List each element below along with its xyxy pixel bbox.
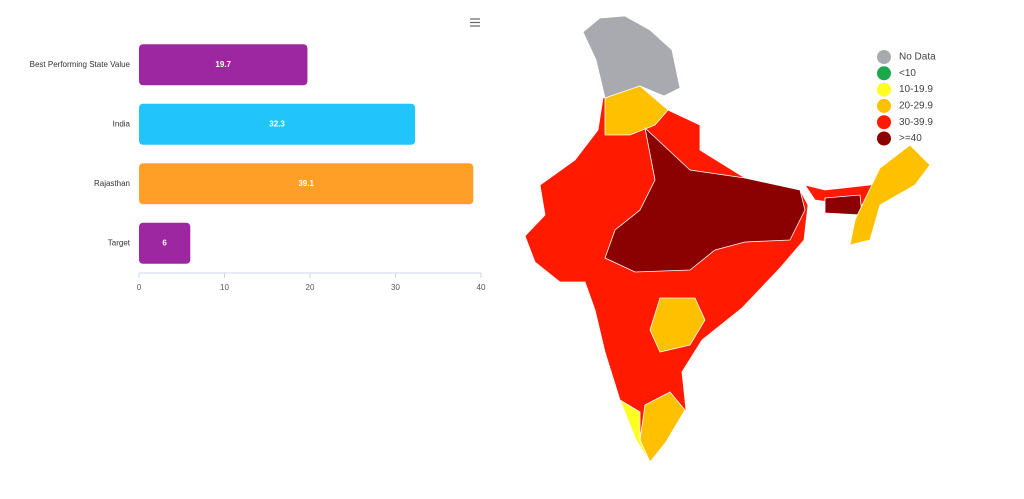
legend-symbol: [877, 50, 891, 64]
data-label: 19.7: [215, 60, 231, 69]
region: [604, 126, 806, 273]
region: [849, 144, 931, 246]
region: [619, 399, 651, 463]
y-tick-label: Target: [108, 238, 131, 247]
region: [824, 194, 863, 216]
legend-label: 10-19.9: [899, 84, 933, 95]
region: [604, 85, 669, 136]
y-tick-label: Best Performing State Value: [30, 60, 131, 69]
bar: [139, 44, 308, 86]
legend-label: No Data: [899, 52, 936, 63]
bar: [139, 163, 474, 205]
legend-symbol: [877, 98, 891, 113]
x-tick-label: 0: [137, 283, 142, 292]
data-label: 32.3: [269, 119, 285, 128]
legend-symbol: [877, 115, 891, 130]
legend-label: 30-39.9: [899, 117, 933, 128]
india-map: [524, 15, 931, 463]
data-label: 6: [162, 238, 167, 247]
data-label: 39.1: [298, 179, 314, 188]
legend-label: >=40: [899, 133, 922, 144]
bar: [139, 103, 416, 145]
x-tick-label: 10: [220, 283, 229, 292]
x-tick-label: 30: [391, 283, 400, 292]
legend-label: <10: [899, 68, 916, 79]
region: [582, 15, 681, 99]
legend-label: 20-29.9: [899, 101, 933, 112]
menu-icon[interactable]: [470, 18, 480, 27]
legend-symbol: [877, 66, 891, 81]
y-tick-label: India: [113, 119, 131, 128]
x-tick-label: 20: [306, 283, 315, 292]
legend-symbol: [877, 131, 891, 146]
y-tick-label: Rajasthan: [94, 179, 130, 188]
x-tick-label: 40: [477, 283, 486, 292]
legend-symbol: [877, 82, 891, 97]
bar: [139, 222, 191, 264]
region: [649, 297, 706, 353]
